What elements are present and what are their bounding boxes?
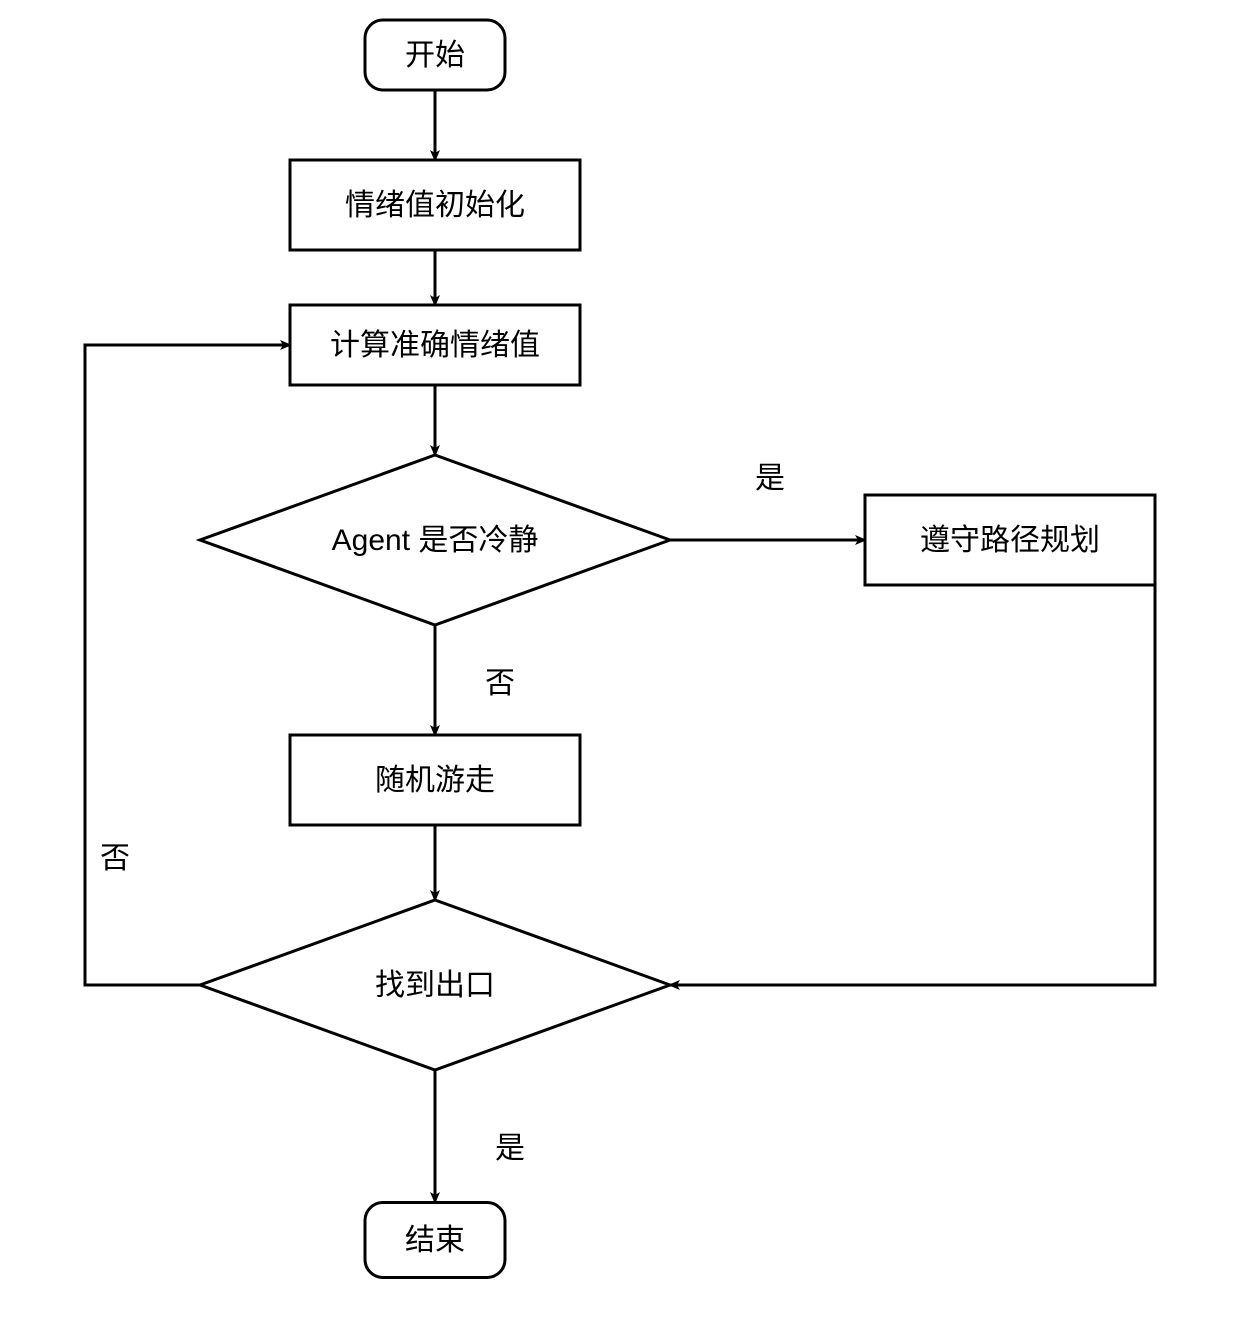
flowchart: 是否否是 开始情绪值初始化计算准确情绪值Agent 是否冷静遵守路径规划随机游走…: [0, 0, 1240, 1323]
node-start: 开始: [365, 20, 505, 90]
node-end: 结束: [365, 1203, 505, 1278]
edge-label-calm-random: 否: [485, 667, 515, 700]
node-random: 随机游走: [290, 735, 580, 825]
node-exit-label: 找到出口: [375, 969, 495, 1002]
node-end-label: 结束: [405, 1224, 465, 1257]
node-exit: 找到出口: [200, 900, 670, 1070]
edge-label-calm-follow: 是: [755, 462, 785, 495]
node-random-label: 随机游走: [375, 764, 495, 797]
edge-label-exit-end: 是: [495, 1132, 525, 1165]
edge-exit-compute: [85, 345, 290, 985]
node-calm: Agent 是否冷静: [200, 455, 670, 625]
node-calm-label: Agent 是否冷静: [332, 524, 539, 557]
edge-follow-exit: [670, 585, 1155, 985]
node-init: 情绪值初始化: [290, 160, 580, 250]
node-compute-label: 计算准确情绪值: [330, 329, 540, 362]
node-follow: 遵守路径规划: [865, 495, 1155, 585]
node-follow-label: 遵守路径规划: [920, 524, 1100, 557]
node-start-label: 开始: [405, 39, 465, 72]
node-init-label: 情绪值初始化: [345, 189, 525, 222]
edge-label-exit-compute: 否: [100, 842, 130, 875]
nodes: 开始情绪值初始化计算准确情绪值 Agent 是否冷静 遵守路径规划随机游走找到出口结…: [200, 20, 1155, 1278]
edges: 是否否是: [85, 90, 1155, 1202]
node-compute: 计算准确情绪值: [290, 305, 580, 385]
